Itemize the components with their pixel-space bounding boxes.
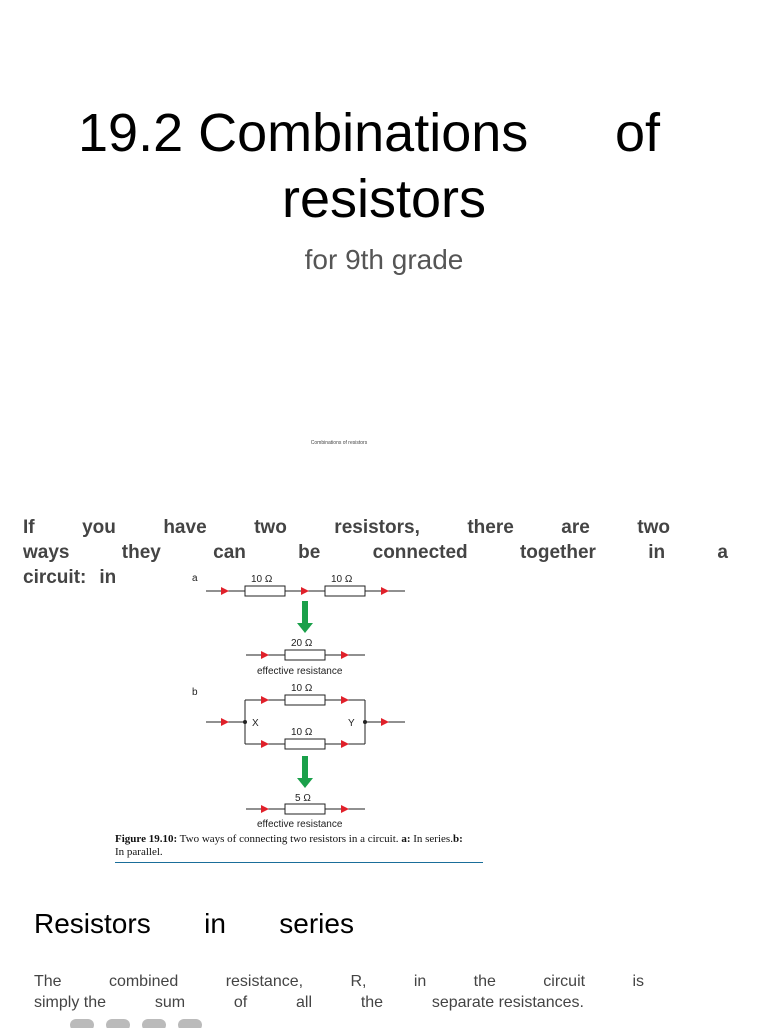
intro-word: be bbox=[298, 542, 321, 563]
title-part-combinations: 19.2 Combinations bbox=[78, 103, 529, 163]
circuit-figure: a 10 Ω 10 Ω 20 Ω effective re bbox=[115, 567, 483, 864]
down-arrow-icon bbox=[297, 756, 313, 788]
body-word: circuit bbox=[543, 973, 586, 990]
figure-rule bbox=[115, 862, 483, 863]
body-word: sum bbox=[154, 994, 186, 1011]
slide-title: 19.2 Combinations of resistors bbox=[60, 100, 708, 232]
intro-word: in bbox=[648, 542, 666, 563]
effective-label-1: effective resistance bbox=[257, 666, 343, 677]
series-r2-label: 10 Ω bbox=[331, 574, 353, 585]
node-y-label: Y bbox=[348, 718, 355, 729]
series-eff-label: 20 Ω bbox=[291, 638, 313, 649]
caption-a: a: bbox=[401, 833, 411, 845]
node-x-label: X bbox=[252, 718, 259, 729]
body-word: R, bbox=[350, 973, 367, 990]
title-part-of: of bbox=[614, 103, 660, 163]
body-word: The bbox=[34, 973, 62, 990]
body-word: the bbox=[473, 973, 496, 990]
intro-paragraph: If you have two resistors, there are two… bbox=[23, 515, 728, 590]
caption-b-text: In parallel. bbox=[115, 846, 163, 858]
intro-word: they bbox=[121, 542, 161, 563]
body-word: in bbox=[413, 973, 427, 990]
body-row-2: simply the sum of all the separate resis… bbox=[34, 992, 644, 1013]
body-word: separate resistances. bbox=[431, 994, 584, 1011]
intro-word: connected bbox=[372, 542, 468, 563]
intro-word: can bbox=[213, 542, 246, 563]
body-word: of bbox=[233, 994, 248, 1011]
series-paragraph: The combined resistance, R, in the circu… bbox=[34, 971, 644, 1013]
parallel-eff-label: 5 Ω bbox=[295, 793, 311, 804]
caption-b: b: bbox=[452, 833, 463, 845]
series-r1-label: 10 Ω bbox=[251, 574, 273, 585]
section-heading: Resistors in series bbox=[34, 908, 354, 940]
body-word: resistance, bbox=[225, 973, 304, 990]
caption-text: Two ways of connecting two resistors in … bbox=[177, 833, 402, 845]
body-word: simply the bbox=[34, 994, 107, 1011]
label-b: b bbox=[192, 687, 198, 698]
intro-word: there bbox=[467, 517, 514, 538]
body-row-1: The combined resistance, R, in the circu… bbox=[34, 971, 644, 992]
node-y-dot bbox=[363, 720, 367, 724]
caption-a-text: In series. bbox=[410, 833, 453, 845]
intro-row-1: If you have two resistors, there are two bbox=[23, 515, 728, 540]
intro-word: two bbox=[254, 517, 287, 538]
heading-word: series bbox=[279, 908, 354, 939]
label-a: a bbox=[192, 573, 198, 584]
parallel-r2-label: 10 Ω bbox=[291, 727, 313, 738]
small-caption: Combinations of resistors bbox=[310, 440, 368, 446]
parallel-effective-arrows bbox=[261, 805, 349, 813]
intro-word: ways bbox=[23, 542, 70, 563]
slide-subtitle: for 9th grade bbox=[304, 244, 464, 275]
intro-word: a bbox=[717, 542, 728, 563]
title-part-resistors: resistors bbox=[281, 169, 487, 229]
intro-row-3: circuit: in bbox=[23, 565, 728, 590]
node-x-dot bbox=[243, 720, 247, 724]
intro-word: in bbox=[99, 567, 117, 588]
intro-word: are bbox=[561, 517, 590, 538]
intro-word: two bbox=[637, 517, 670, 538]
down-arrow-icon bbox=[297, 601, 313, 633]
heading-word: Resistors bbox=[34, 908, 151, 939]
body-word: combined bbox=[108, 973, 179, 990]
parallel-current-arrows bbox=[221, 696, 389, 748]
intro-row-2: ways they can be connected together in a bbox=[23, 540, 728, 565]
body-word: all bbox=[296, 994, 313, 1011]
series-current-arrows bbox=[221, 587, 389, 595]
parallel-r1-label: 10 Ω bbox=[291, 683, 313, 694]
intro-word: circuit: bbox=[23, 567, 87, 588]
caption-figure-number: Figure 19.10: bbox=[115, 833, 178, 845]
body-word: the bbox=[360, 994, 384, 1011]
intro-word: If bbox=[23, 517, 35, 538]
effective-label-2: effective resistance bbox=[257, 819, 343, 830]
body-word: is bbox=[632, 973, 644, 990]
heading-word: in bbox=[204, 908, 226, 939]
intro-word: you bbox=[82, 517, 116, 538]
figure-caption: Figure 19.10: Two ways of connecting two… bbox=[115, 833, 483, 859]
parallel-circuit bbox=[206, 694, 405, 750]
intro-word: have bbox=[163, 517, 207, 538]
intro-word: together bbox=[519, 542, 596, 563]
cut-off-formula bbox=[70, 1018, 270, 1028]
series-effective-arrows bbox=[261, 651, 349, 659]
circuit-diagram: a 10 Ω 10 Ω 20 Ω effective re bbox=[192, 573, 405, 830]
intro-word: resistors, bbox=[334, 517, 420, 538]
